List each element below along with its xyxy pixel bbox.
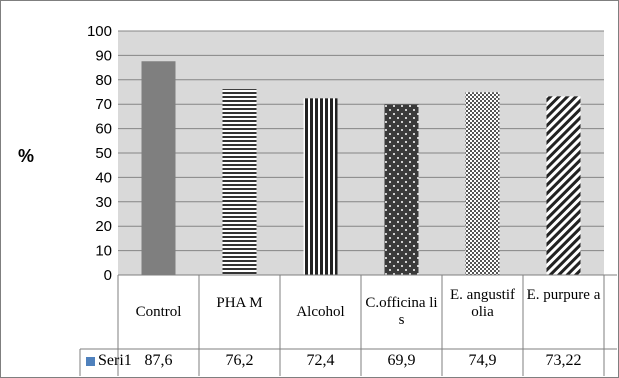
legend-color-key: [86, 356, 95, 366]
y-tick-label: 10: [95, 243, 112, 260]
x-category-label: C.officina lis: [365, 295, 438, 328]
x-category-label: E. angustif olia: [450, 287, 515, 320]
data-value-label: 74,9: [468, 352, 497, 369]
x-category-label: PHA M: [216, 295, 263, 311]
data-value-label: 73,22: [545, 352, 582, 369]
x-category-label: Control: [135, 304, 182, 320]
data-value-label: 87,6: [144, 352, 173, 369]
y-tick-label: 80: [95, 72, 112, 89]
legend-series-name: Seri1: [98, 352, 132, 369]
x-category-label: Alcohol: [296, 304, 345, 320]
y-tick-label: 50: [95, 145, 112, 162]
y-tick-label: 0: [104, 267, 112, 284]
y-tick-label: 60: [95, 121, 112, 138]
y-axis-label: %: [18, 146, 35, 166]
data-value-label: 76,2: [225, 352, 254, 369]
y-tick-label: 70: [95, 96, 112, 113]
y-tick-label: 40: [95, 169, 112, 186]
bar-4: [384, 104, 419, 275]
y-tick-label: 30: [95, 194, 112, 211]
x-category-label: E. purpure a: [526, 287, 601, 303]
legend-entry: Seri1: [86, 352, 132, 370]
y-tick-label: 100: [87, 23, 112, 40]
bar-2: [222, 89, 257, 276]
bar-5: [465, 92, 500, 275]
y-tick-label: 90: [95, 47, 112, 64]
data-value-label: 72,4: [306, 352, 335, 369]
bar-3: [303, 98, 338, 276]
data-value-label: 69,9: [387, 352, 416, 369]
y-tick-label: 20: [95, 218, 112, 235]
bar-1: [141, 61, 176, 276]
bar-6: [546, 96, 581, 275]
